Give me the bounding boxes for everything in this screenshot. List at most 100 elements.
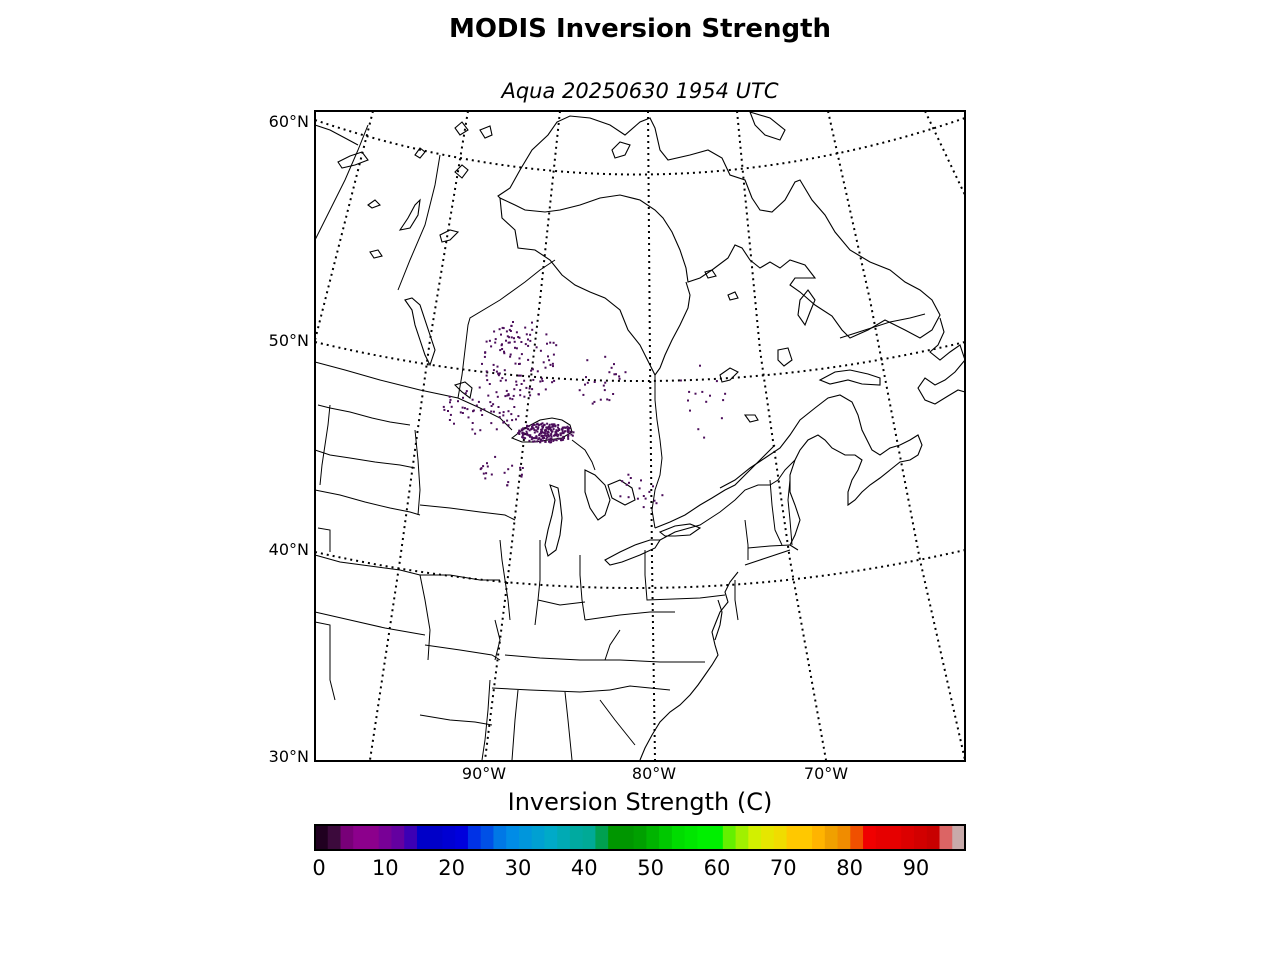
data-pixel [640, 479, 642, 482]
data-pixel [538, 432, 541, 435]
data-pixel [652, 485, 654, 488]
colorbar-segment [939, 825, 953, 850]
data-pixel [518, 374, 520, 377]
data-pixel [503, 420, 505, 423]
data-pixel [490, 422, 493, 425]
colorbar-segment [353, 825, 367, 850]
data-pixel [520, 475, 523, 478]
graticule-line [369, 110, 469, 761]
data-pixel [550, 430, 553, 433]
colorbar-tick-label: 50 [637, 856, 664, 880]
data-pixel [535, 429, 538, 432]
data-pixel [593, 400, 596, 403]
data-pixel [467, 416, 470, 419]
data-pixel [527, 358, 530, 361]
colorbar [314, 824, 966, 851]
data-pixel [503, 471, 506, 474]
data-pixel [603, 389, 606, 392]
lat-label-40: 40°N [268, 540, 309, 559]
data-pixel [543, 431, 545, 434]
data-pixel [499, 379, 502, 382]
data-pixel [522, 427, 525, 430]
data-pixel [528, 429, 531, 432]
data-pixel [539, 441, 542, 444]
colorbar-tick-label: 60 [703, 856, 731, 880]
data-pixel [497, 374, 500, 377]
political-boundaries [314, 124, 926, 761]
data-pixel [508, 336, 511, 339]
data-pixel [547, 355, 549, 358]
data-pixel [545, 429, 547, 432]
data-pixel [722, 399, 725, 402]
data-pixel [522, 432, 525, 435]
data-pixel [510, 413, 513, 416]
data-pixel [518, 336, 521, 339]
data-pixel [521, 432, 524, 434]
data-pixel [490, 345, 493, 348]
data-pixel [524, 326, 527, 329]
data-pixel [523, 379, 526, 382]
data-pixel [541, 380, 544, 382]
colorbar-segment [480, 825, 494, 850]
data-pixel [510, 336, 513, 339]
coastlines-borders [314, 111, 966, 761]
data-pixel [546, 342, 548, 345]
data-pixel [549, 437, 552, 440]
data-pixel [552, 365, 554, 368]
data-pixel [553, 434, 555, 437]
data-pixel [536, 440, 539, 443]
data-pixel [507, 341, 510, 344]
data-pixel [449, 398, 452, 401]
data-pixel [608, 371, 611, 374]
data-pixel [529, 339, 532, 342]
data-pixel [529, 333, 532, 336]
colorbar-border [314, 824, 966, 851]
data-pixel [501, 343, 503, 346]
graticule-line [484, 110, 561, 761]
data-pixel [531, 328, 534, 331]
data-pixel [509, 330, 512, 332]
data-pixel [724, 392, 727, 395]
data-pixel [479, 468, 482, 471]
data-pixel [661, 494, 664, 497]
data-pixel [519, 389, 522, 392]
data-pixel [557, 437, 560, 440]
data-pixel [545, 437, 548, 440]
data-pixel [542, 361, 545, 364]
data-pixel [503, 352, 506, 355]
data-pixel [535, 435, 538, 438]
data-pixel [464, 392, 467, 395]
colorbar-segment [735, 825, 749, 850]
data-pixel [627, 496, 630, 499]
data-pixel [530, 438, 533, 441]
data-pixel [482, 472, 485, 475]
data-pixel [511, 419, 514, 422]
colorbar-segment [786, 825, 800, 850]
data-pixel [550, 433, 553, 435]
data-pixel [550, 423, 553, 426]
data-pixel [618, 377, 621, 380]
data-pixel [502, 411, 505, 414]
data-pixel [490, 410, 493, 413]
data-pixel [518, 357, 521, 360]
data-pixel [518, 363, 520, 365]
colorbar-segment [684, 825, 698, 850]
data-pixel [519, 394, 522, 397]
colorbar-segment [365, 825, 380, 850]
data-pixel [543, 437, 546, 439]
data-pixel [699, 364, 701, 367]
data-pixel [494, 455, 497, 458]
data-pixel [715, 380, 718, 383]
data-pixel [513, 340, 516, 343]
data-pixel [533, 440, 536, 443]
data-pixel [553, 438, 556, 441]
data-pixel [520, 473, 523, 476]
data-pixel [567, 433, 570, 436]
data-pixel [519, 374, 522, 377]
data-pixel [515, 418, 517, 421]
data-pixel [527, 425, 530, 428]
data-pixel [457, 400, 459, 403]
data-pixel [570, 433, 573, 436]
data-pixel [519, 466, 522, 469]
